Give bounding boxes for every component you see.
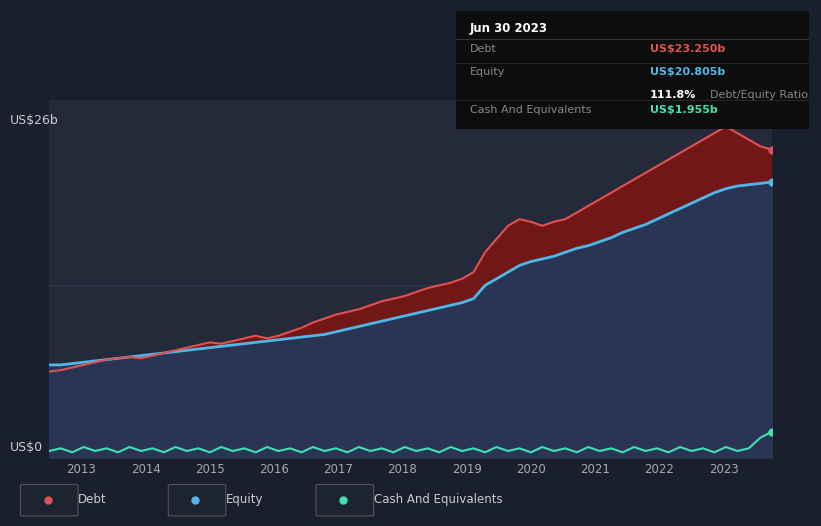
FancyBboxPatch shape [168, 484, 226, 516]
Text: Cash And Equivalents: Cash And Equivalents [374, 493, 502, 506]
Text: Equity: Equity [226, 493, 264, 506]
Text: Debt: Debt [78, 493, 107, 506]
Text: 111.8%: 111.8% [650, 90, 696, 100]
Text: Debt/Equity Ratio: Debt/Equity Ratio [710, 90, 808, 100]
FancyBboxPatch shape [316, 484, 374, 516]
Text: US$23.250b: US$23.250b [650, 44, 725, 54]
Text: Jun 30 2023: Jun 30 2023 [470, 22, 548, 35]
Text: Debt: Debt [470, 44, 497, 54]
Text: US$0: US$0 [10, 441, 43, 454]
Text: US$1.955b: US$1.955b [650, 105, 718, 115]
Text: Equity: Equity [470, 67, 505, 77]
Text: US$20.805b: US$20.805b [650, 67, 725, 77]
Text: Cash And Equivalents: Cash And Equivalents [470, 105, 591, 115]
Text: US$26b: US$26b [10, 114, 58, 127]
FancyBboxPatch shape [21, 484, 78, 516]
